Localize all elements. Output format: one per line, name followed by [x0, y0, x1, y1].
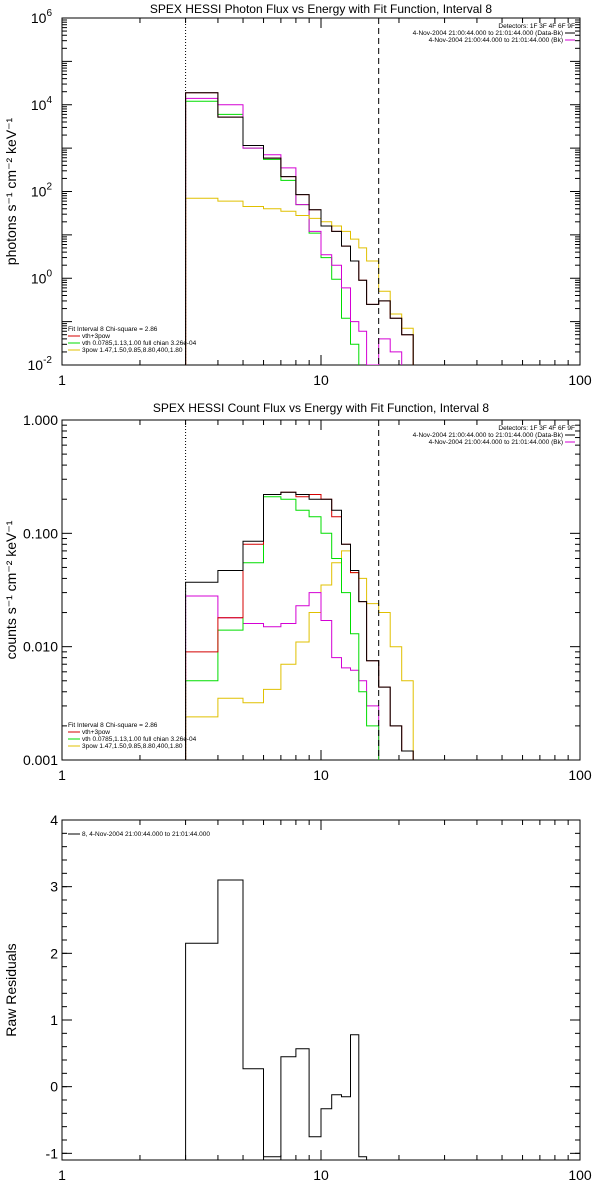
legend-right-entry: 4-Nov-2004 21:00:44.000 to 21:01:44.000 … — [413, 30, 563, 37]
series-powerlaw — [185, 550, 414, 760]
residuals-panel: 1 10 100 -1 0 1 2 3 4 Raw Residuals 8, 4-Nov-2004 … — [3, 812, 592, 1183]
x-tick-label: 10 — [313, 1167, 329, 1183]
legend-right-entry: Detectors: 1F 3F 4F 6F 9F — [498, 425, 575, 432]
series-data — [185, 592, 380, 760]
legend-left-entry: 3pow 1.47,1.50,9.85,8.80,400,1.80 — [82, 743, 183, 750]
y-tick-label: 4 — [50, 812, 58, 828]
legend-right-entry: 4-Nov-2004 21:00:44.000 to 21:01:44.000 … — [429, 37, 563, 44]
y-tick-label: 1.000 — [23, 412, 58, 428]
x-tick-label: 1 — [58, 1167, 66, 1183]
y-tick-label: 2 — [50, 945, 58, 961]
series-total — [185, 92, 414, 365]
chart-title: SPEX HESSI Count Flux vs Energy with Fit… — [153, 401, 489, 415]
legend-left-entry: Fit Interval 8 Chi-square = 2.86 — [68, 722, 158, 729]
y-tick-label: 0.010 — [23, 639, 58, 655]
y-tick-label: 102 — [31, 182, 53, 200]
photon-flux-panel: SPEX HESSI Photon Flux vs Energy with Fi… — [3, 2, 592, 388]
x-tick-label: 10 — [313, 372, 329, 388]
y-tick-label: 1 — [50, 1012, 58, 1028]
series-group — [185, 491, 414, 760]
series-total — [185, 879, 368, 1160]
y-tick-label: 0.001 — [23, 752, 58, 768]
legend-right-entry: Detectors: 1F 3F 4F 6F 9F — [498, 23, 575, 30]
series-group — [185, 92, 414, 365]
y-axis-label: counts s⁻¹ cm⁻² keV⁻¹ — [3, 520, 19, 659]
y-tick-label: 100 — [31, 268, 53, 286]
y-tick-label: 10-2 — [28, 355, 53, 373]
legend-left-entry: vth+3pow — [82, 333, 110, 340]
y-axis-label: Raw Residuals — [3, 943, 19, 1036]
plot-frame — [61, 17, 581, 366]
series-group — [185, 879, 368, 1160]
x-tick-label: 1 — [58, 372, 66, 388]
legend-left-entry: vth 0.0785,1.13,1.00 full chian 3.26e-04 — [82, 340, 197, 347]
x-tick-label: 100 — [568, 767, 592, 783]
legend-left-entry: Fit Interval 8 Chi-square = 2.86 — [68, 326, 158, 333]
y-tick-label: 3 — [50, 879, 58, 895]
series-data — [185, 97, 403, 365]
y-tick-label: 0 — [50, 1079, 58, 1095]
x-tick-label: 10 — [313, 767, 329, 783]
legend-left-entry: 3pow 1.47,1.50,9.85,8.80,400,1.80 — [82, 347, 183, 354]
x-tick-label: 100 — [568, 1167, 592, 1183]
legend-left-entry: 8, 4-Nov-2004 21:00:44.000 to 21:01:44.0… — [82, 831, 210, 838]
series-vth_comp — [185, 100, 380, 365]
y-tick-label: -1 — [46, 1145, 59, 1161]
y-axis-label: photons s⁻¹ cm⁻² keV⁻¹ — [3, 117, 19, 265]
series-powerlaw — [185, 197, 414, 365]
chart-title: SPEX HESSI Photon Flux vs Energy with Fi… — [150, 2, 492, 16]
series-vth_comp — [185, 496, 380, 760]
y-tick-label: 104 — [31, 95, 53, 113]
series-total — [185, 491, 414, 760]
legend-right-entry: 4-Nov-2004 21:00:44.000 to 21:01:44.000 … — [429, 439, 563, 446]
legend-right-entry: 4-Nov-2004 21:00:44.000 to 21:01:44.000 … — [413, 432, 563, 439]
x-tick-label: 1 — [58, 767, 66, 783]
legend-left-entry: vth+3pow — [82, 729, 110, 736]
y-tick-label: 0.100 — [23, 525, 58, 541]
x-tick-label: 100 — [568, 372, 592, 388]
count-flux-panel: SPEX HESSI Count Flux vs Energy with Fit… — [3, 401, 592, 783]
y-tick-label: 106 — [31, 8, 53, 26]
legend-left-entry: vth 0.0785,1.13,1.00 full chian 3.26e-04 — [82, 736, 197, 743]
